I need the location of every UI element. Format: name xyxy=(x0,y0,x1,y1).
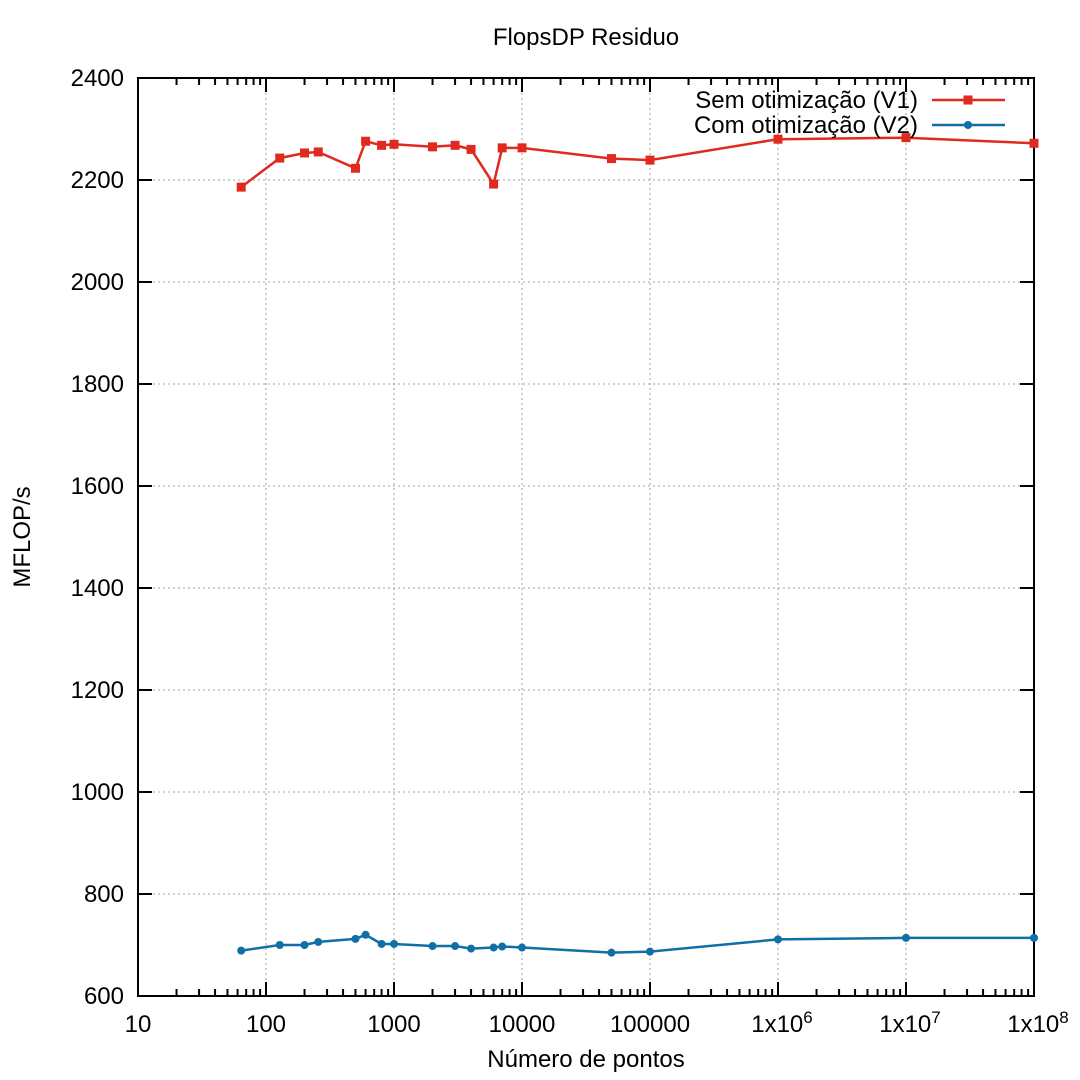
data-point xyxy=(451,942,460,951)
x-tick-label: 1x106 xyxy=(751,1008,813,1038)
series xyxy=(236,133,1039,957)
y-tick-label: 600 xyxy=(84,983,124,1010)
data-point xyxy=(377,939,386,948)
axis-ticks xyxy=(137,77,1035,997)
tick-labels: 600 800 1000 1200 1400 1600 1800 2000 2200 2400 10… xyxy=(71,65,1069,1038)
data-point xyxy=(428,942,437,951)
legend-label: Sem otimização (V1) xyxy=(695,87,918,114)
data-point xyxy=(350,163,360,173)
grid xyxy=(138,78,1034,996)
data-point xyxy=(607,948,616,957)
y-tick-label: 2000 xyxy=(71,269,124,296)
data-point xyxy=(389,139,399,149)
y-tick-label: 1800 xyxy=(71,371,124,398)
data-point xyxy=(497,143,507,153)
y-tick-label: 800 xyxy=(84,881,124,908)
x-tick-label: 100000 xyxy=(610,1011,690,1038)
legend-marker xyxy=(963,95,973,105)
x-tick-label: 100 xyxy=(246,1011,286,1038)
data-point xyxy=(313,147,323,157)
data-point xyxy=(1029,138,1039,148)
data-point xyxy=(466,144,476,154)
data-point xyxy=(646,947,654,956)
y-tick-label: 1000 xyxy=(71,779,124,806)
series-line xyxy=(241,933,1034,954)
x-tick-label: 10 xyxy=(125,1011,152,1038)
data-point xyxy=(361,136,371,146)
data-point xyxy=(428,142,438,152)
x-tick-label: 1x108 xyxy=(1007,1008,1069,1038)
series-2 xyxy=(237,930,1038,957)
data-point xyxy=(489,179,499,189)
data-point xyxy=(351,934,360,943)
data-point xyxy=(377,140,387,150)
data-point xyxy=(300,148,310,158)
data-point xyxy=(236,182,246,192)
data-point xyxy=(774,935,782,944)
y-tick-label: 2400 xyxy=(71,65,124,92)
chart-title: FlopsDP Residuo xyxy=(493,24,679,51)
data-point xyxy=(237,946,246,955)
data-point xyxy=(1030,933,1038,942)
x-tick-label: 10000 xyxy=(489,1011,556,1038)
data-point xyxy=(390,939,398,948)
legend-label: Com otimização (V2) xyxy=(694,112,918,139)
data-point xyxy=(773,134,783,144)
data-point xyxy=(489,943,498,952)
series-line xyxy=(240,136,1035,189)
x-tick-label: 1x107 xyxy=(879,1008,941,1038)
data-point xyxy=(275,153,285,163)
data-point xyxy=(902,933,910,942)
y-tick-label: 1200 xyxy=(71,677,124,704)
data-point xyxy=(275,941,284,949)
data-point xyxy=(314,937,323,946)
y-tick-label: 1400 xyxy=(71,575,124,602)
data-point xyxy=(450,140,460,150)
data-point xyxy=(517,143,527,153)
series-1 xyxy=(236,133,1039,192)
data-point xyxy=(498,942,507,951)
data-point xyxy=(645,155,655,165)
legend-marker xyxy=(964,121,972,129)
x-tick-label: 1000 xyxy=(367,1011,420,1038)
y-axis-label: MFLOP/s xyxy=(9,486,36,587)
plot-frame xyxy=(137,77,1035,997)
data-point xyxy=(361,930,370,939)
legend: Sem otimização (V1)Com otimização (V2) xyxy=(694,87,1005,139)
data-point xyxy=(518,943,526,952)
data-point xyxy=(901,133,911,143)
x-axis-label: Número de pontos xyxy=(487,1046,684,1073)
data-point xyxy=(300,941,309,949)
data-point xyxy=(467,944,476,953)
y-tick-label: 1600 xyxy=(71,473,124,500)
y-tick-label: 2200 xyxy=(71,167,124,194)
data-point xyxy=(606,154,616,164)
